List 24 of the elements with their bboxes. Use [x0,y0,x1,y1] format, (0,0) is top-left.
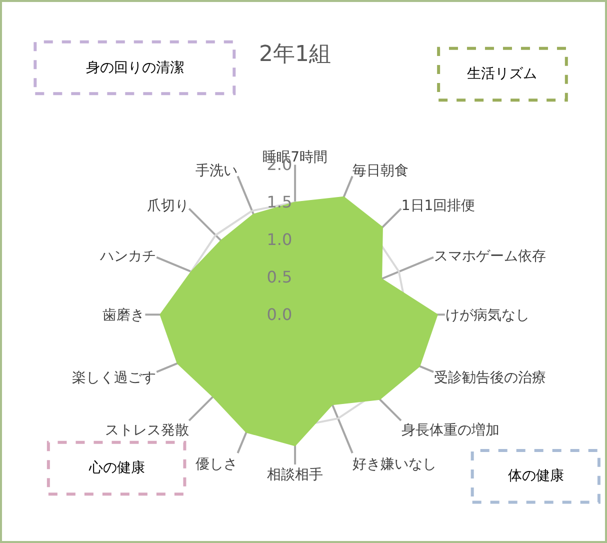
spoke-label: けが病気なし [445,308,530,324]
spoke-label: 手洗い [196,163,238,180]
y-tick-label: 1.0 [266,230,292,249]
spoke-label: ストレス発散 [104,422,189,438]
spoke-label: 優しさ [196,456,238,472]
spoke-label: ハンカチ [99,248,156,265]
text: 身の回りの清潔 [86,60,184,76]
y-tick-label: 1.5 [266,192,292,212]
spoke-label: 受診勧告後の治療 [434,370,546,386]
spoke-label: 好き嫌いなし [352,456,437,472]
spoke-label: 毎日朝食 [352,163,409,180]
y-tick-label: 0.5 [266,267,292,286]
spoke-label: 爪切り [146,198,189,214]
chart-title: 2年1組 [259,42,332,67]
text: 体の健康 [508,468,564,484]
spoke-label: 身長体重の増加 [401,421,500,438]
spoke-label: 歯磨き [102,308,145,324]
spoke-label: 楽しく過ごす [72,370,156,386]
text: 生活リズム [467,66,537,82]
spoke-label: 1日1回排便 [401,198,476,214]
y-tick-label: 0.0 [266,304,292,324]
spoke-label: 相談相手 [267,466,324,483]
text: 心の健康 [88,460,145,476]
spoke-label: スマホゲーム依存 [434,248,546,265]
